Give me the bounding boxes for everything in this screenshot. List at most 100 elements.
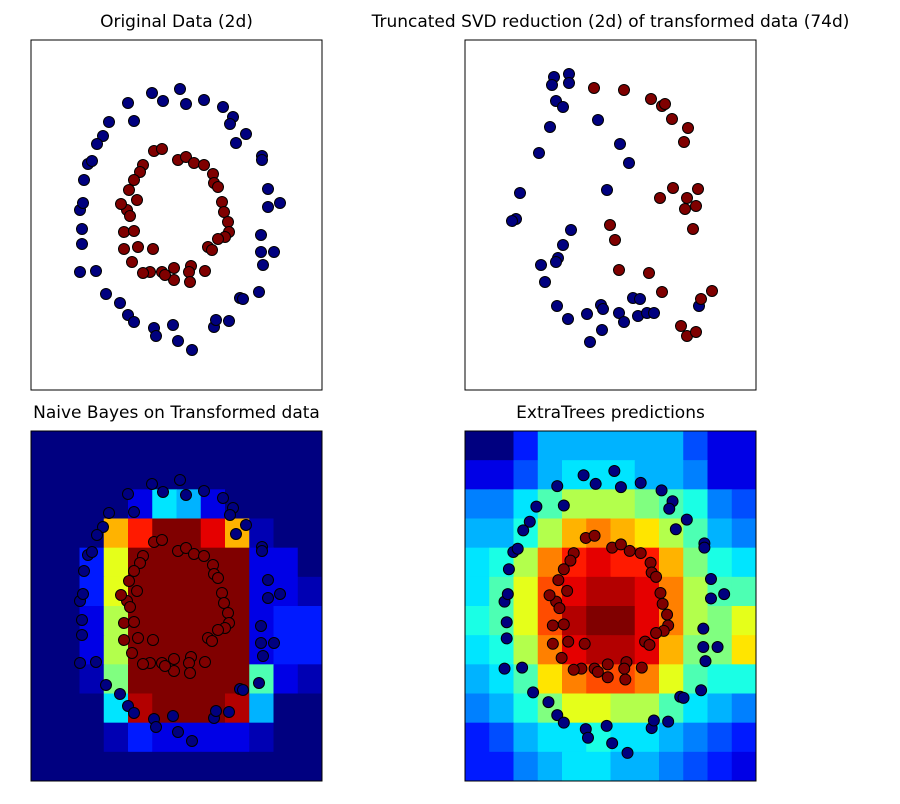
point [511, 542, 524, 555]
heatmap-cell [225, 722, 250, 753]
point [77, 588, 89, 600]
heatmap-cell [176, 576, 202, 607]
point [206, 635, 218, 647]
point [561, 584, 574, 597]
point [557, 101, 569, 113]
heatmap-cell [200, 460, 226, 490]
point [268, 637, 280, 649]
heatmap-cell [465, 547, 490, 578]
heatmap-cell [683, 722, 708, 753]
point [122, 488, 134, 500]
subplot-title: ExtraTrees predictions [516, 403, 705, 423]
point [257, 259, 269, 271]
point [650, 627, 663, 640]
point [100, 679, 112, 691]
point [527, 686, 540, 699]
point [675, 320, 687, 332]
heatmap-cell [55, 547, 80, 578]
point [147, 634, 159, 646]
point [146, 87, 158, 99]
heatmap-cell [586, 693, 611, 724]
point [90, 656, 102, 668]
heatmap-cell [152, 606, 177, 636]
point [718, 588, 731, 601]
heatmap-cell [249, 489, 274, 519]
heatmap-cell [79, 431, 105, 461]
point [157, 486, 169, 498]
point [565, 224, 577, 236]
point [656, 286, 668, 298]
point [100, 288, 112, 300]
heatmap-cell [731, 722, 756, 753]
heatmap-cell [31, 576, 56, 607]
heatmap-cell [659, 635, 684, 665]
point [210, 705, 222, 717]
point [167, 710, 179, 722]
point [217, 492, 229, 504]
heatmap-cell [610, 489, 636, 519]
heatmap-cell [513, 751, 539, 781]
heatmap-cell [103, 431, 129, 461]
heatmap-cell [610, 693, 636, 724]
point [253, 677, 265, 689]
heatmap-cell [489, 431, 514, 461]
heatmap-cell [634, 431, 660, 461]
point [76, 238, 88, 250]
point [76, 614, 88, 626]
point [168, 665, 180, 677]
heatmap-cell [128, 431, 153, 461]
subplot-title: Naive Bayes on Transformed data [33, 403, 320, 423]
heatmap-cell [562, 751, 587, 781]
heatmap-cell [297, 431, 322, 461]
point [546, 79, 558, 91]
heatmap-cell [273, 431, 299, 461]
point [128, 225, 140, 237]
plot-area [74, 83, 286, 356]
point [530, 500, 543, 513]
point [557, 239, 569, 251]
point [255, 246, 267, 258]
heatmap-cell [273, 693, 299, 724]
point [698, 541, 711, 554]
point [619, 673, 632, 686]
point [262, 183, 274, 195]
point [222, 216, 234, 228]
point [539, 276, 551, 288]
heatmap-cell [225, 460, 250, 490]
heatmap-cell [297, 664, 322, 694]
point [124, 601, 136, 613]
heatmap-cell [513, 722, 539, 753]
point [184, 276, 196, 288]
point [557, 716, 570, 729]
heatmap-cell [200, 664, 226, 694]
heatmap-cell [586, 576, 611, 607]
subplot: Truncated SVD reduction (2d) of transfor… [371, 12, 849, 391]
point [542, 696, 555, 709]
heatmap-cell [249, 460, 274, 490]
heatmap-cell [79, 693, 105, 724]
point [562, 635, 575, 648]
point [268, 246, 280, 258]
point [132, 632, 144, 644]
point [168, 274, 180, 286]
point [581, 308, 593, 320]
point [167, 319, 179, 331]
point [123, 575, 135, 587]
point [183, 266, 195, 278]
point [500, 632, 513, 645]
point [563, 77, 575, 89]
point [123, 184, 135, 196]
point [256, 545, 268, 557]
point [128, 506, 140, 518]
heatmap-cell [273, 460, 299, 490]
heatmap-cell [79, 722, 105, 753]
point [544, 121, 556, 133]
point [634, 293, 646, 305]
point [666, 113, 678, 125]
point [613, 264, 625, 276]
heatmap-cell [249, 693, 274, 724]
point [223, 706, 235, 718]
point [618, 84, 630, 96]
heatmap-cell [55, 518, 80, 549]
